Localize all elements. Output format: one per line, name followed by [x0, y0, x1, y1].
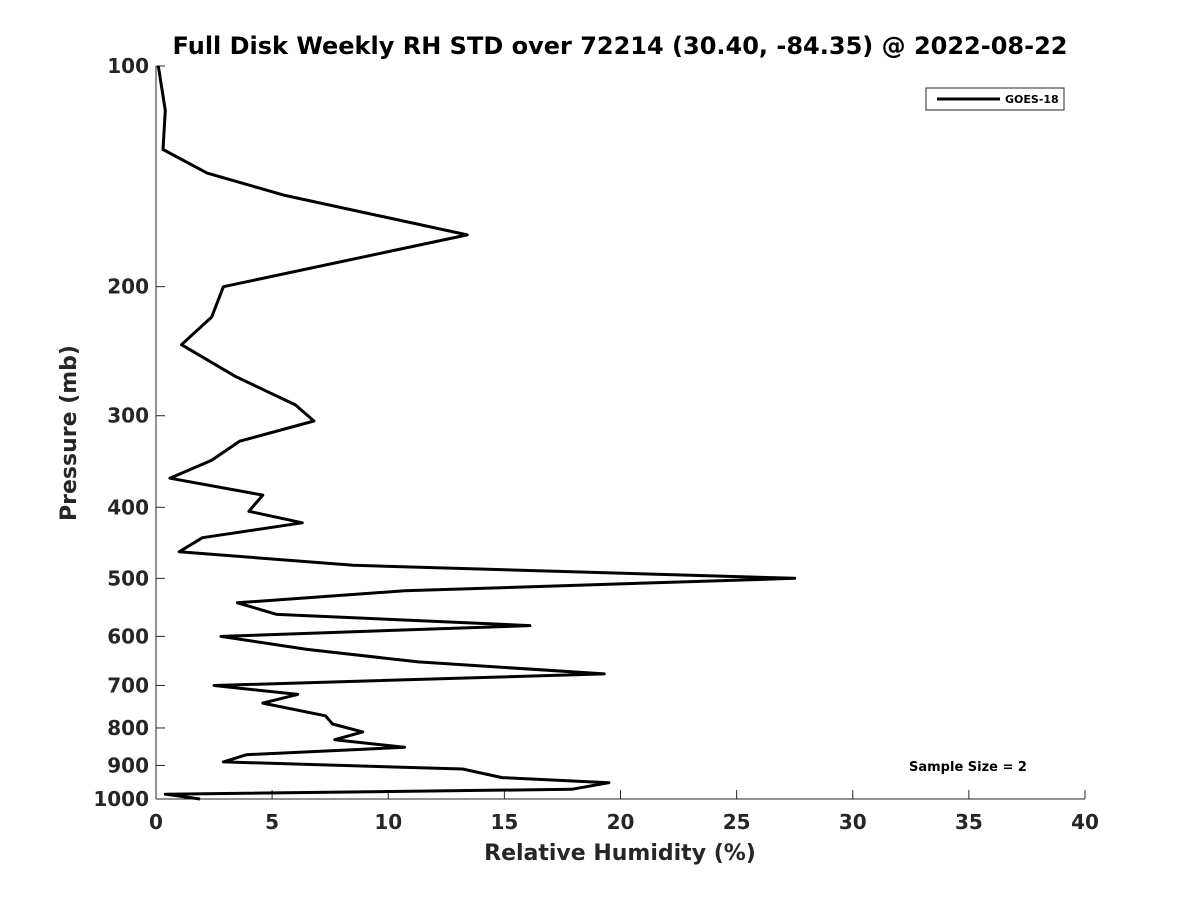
x-tick-label: 30	[839, 810, 867, 834]
y-tick-label: 900	[107, 753, 149, 777]
x-tick-label: 25	[723, 810, 751, 834]
y-tick-label: 100	[107, 54, 149, 78]
x-tick-label: 35	[955, 810, 983, 834]
y-tick-label: 600	[107, 624, 149, 648]
x-tick-label: 5	[265, 810, 279, 834]
legend: GOES-18	[925, 87, 1065, 111]
sample-size-annotation: Sample Size = 2	[909, 760, 1027, 775]
axes: 0 5 10 15 20 25 30 35 40 100 200 300 400 500 600 700 800…	[93, 54, 1099, 834]
x-axis-label: Relative Humidity (%)	[484, 841, 756, 866]
y-tick-label: 500	[107, 566, 149, 590]
x-tick-label: 20	[607, 810, 635, 834]
series-line-goes-18	[156, 65, 797, 801]
y-axis-label: Pressure (mb)	[57, 345, 82, 521]
y-tick-label: 200	[107, 275, 149, 299]
legend-label: GOES-18	[1005, 93, 1059, 106]
y-tick-label: 300	[107, 404, 149, 428]
x-tick-label: 40	[1071, 810, 1099, 834]
y-tick-label: 700	[107, 673, 149, 697]
x-tick-label: 10	[374, 810, 402, 834]
y-tick-label: 800	[107, 716, 149, 740]
y-tick-label: 1000	[93, 787, 149, 811]
series-layer	[156, 65, 797, 801]
x-tick-label: 0	[149, 810, 163, 834]
x-tick-label: 15	[490, 810, 518, 834]
y-tick-label: 400	[107, 495, 149, 519]
chart-title: Full Disk Weekly RH STD over 72214 (30.4…	[173, 32, 1068, 60]
